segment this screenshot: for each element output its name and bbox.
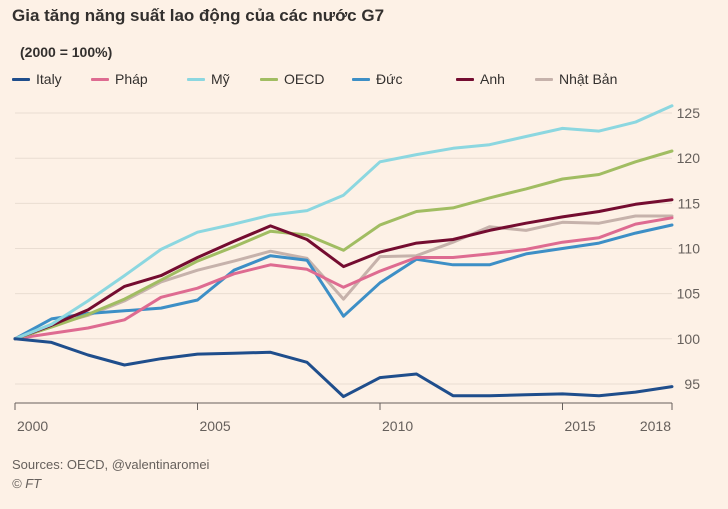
legend-item-nhat-ban: Nhật Bản [535,68,617,90]
legend-swatch [535,77,553,81]
series-layer [13,104,674,399]
legend-swatch [456,77,474,81]
y-tick-label-100: 100 [677,331,701,347]
series-line-oecd [13,149,674,341]
legend-item-anh: Anh [456,68,505,90]
legend-swatch [187,77,205,81]
series-line-italy [13,337,674,399]
series-line-nhat-ban [13,214,674,341]
series-line-anh [13,198,674,341]
legend-item-oecd: OECD [260,68,324,90]
legend-swatch [12,77,30,81]
x-tick-label-2005: 2005 [200,418,231,434]
chart-subtitle: (2000 = 100%) [20,44,113,60]
chart-title: Gia tăng năng suất lao động của các nước… [12,6,385,25]
y-tick-label-95: 95 [684,376,700,392]
legend-label: Nhật Bản [559,71,618,87]
legend-item-duc: Đức [352,68,402,90]
legend-swatch [352,77,370,81]
x-tick-label-2000: 2000 [17,418,48,434]
series-line-my [13,104,674,341]
legend-item-phap: Pháp [91,68,148,90]
legend-label: Pháp [115,71,148,87]
legend-swatch [91,77,109,81]
x-tick-label-2018: 2018 [640,418,671,434]
source-note: Sources: OECD, @valentinaromei [12,457,210,472]
legend-label: OECD [284,71,325,87]
legend-label: Đức [376,71,403,87]
legend-swatch [260,77,278,81]
legend-item-italy: Italy [12,68,62,90]
legend-label: Mỹ [211,71,230,87]
axis-layer: 95 100 105 110 115 120 125 2000 2005 2010 2015 2018 [14,105,701,434]
y-tick-label-115: 115 [678,195,701,211]
chart-legend: Italy Pháp Mỹ OECD Đức Anh Nhật Bản [12,68,722,90]
credit-note: © FT [12,476,42,491]
y-tick-label-120: 120 [677,150,701,166]
y-tick-label-125: 125 [677,105,701,121]
legend-label: Anh [480,71,505,87]
legend-item-my: Mỹ [187,68,230,90]
x-tick-label-2015: 2015 [565,418,596,434]
y-tick-label-105: 105 [677,286,701,302]
series-line-duc [13,223,674,341]
series-line-phap [13,216,674,341]
y-tick-label-110: 110 [678,241,701,257]
legend-label: Italy [36,71,62,87]
x-tick-label-2010: 2010 [382,418,413,434]
